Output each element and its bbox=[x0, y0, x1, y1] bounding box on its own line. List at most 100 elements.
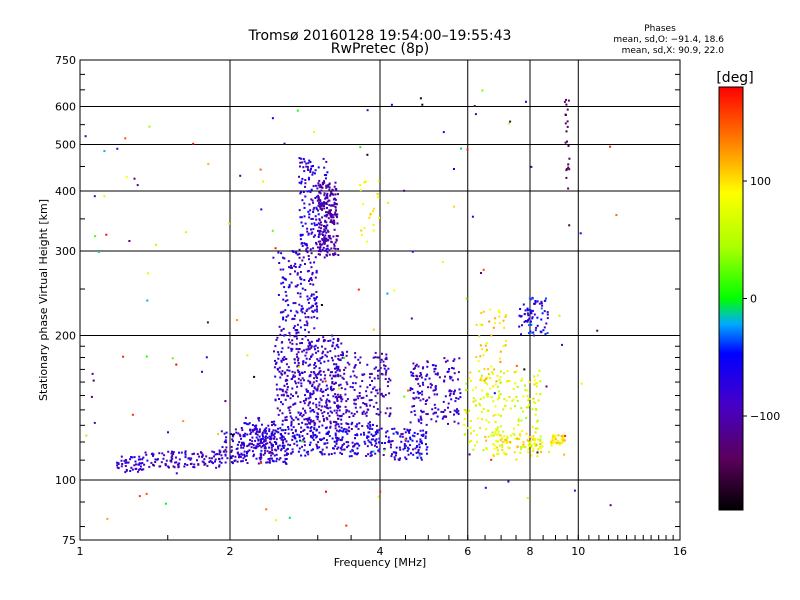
echo-point bbox=[332, 253, 334, 256]
echo-point bbox=[519, 434, 522, 437]
echo-point bbox=[465, 389, 468, 391]
echo-point bbox=[250, 431, 253, 434]
echo-point bbox=[413, 405, 415, 407]
echo-point bbox=[534, 301, 537, 304]
echo-point bbox=[449, 411, 452, 413]
echo-point bbox=[243, 435, 246, 438]
echo-point bbox=[281, 403, 284, 406]
echo-point bbox=[284, 319, 287, 322]
echo-point bbox=[302, 407, 305, 410]
echo-point bbox=[436, 373, 439, 376]
echo-point bbox=[331, 221, 334, 224]
echo-point bbox=[308, 178, 310, 181]
echo-point bbox=[516, 437, 519, 440]
echo-point bbox=[426, 373, 429, 376]
echo-point bbox=[468, 453, 471, 456]
echo-point bbox=[278, 398, 280, 400]
echo-point bbox=[316, 339, 318, 342]
echo-point bbox=[311, 273, 314, 276]
echo-point bbox=[90, 395, 93, 398]
echo-point bbox=[334, 445, 337, 448]
echo-point bbox=[315, 291, 318, 293]
echo-point bbox=[492, 453, 495, 456]
echo-point bbox=[311, 385, 314, 388]
echo-point bbox=[301, 245, 304, 247]
echo-point bbox=[287, 314, 290, 317]
echo-point bbox=[362, 402, 365, 404]
echo-point bbox=[145, 453, 148, 456]
echo-point bbox=[282, 460, 285, 463]
echo-point bbox=[310, 420, 312, 423]
echo-point bbox=[322, 418, 325, 421]
echo-point bbox=[386, 430, 389, 433]
echo-point bbox=[565, 103, 568, 106]
echo-point bbox=[288, 266, 291, 269]
echo-point bbox=[297, 331, 300, 334]
echo-point bbox=[297, 450, 300, 453]
echo-point bbox=[234, 428, 237, 431]
echo-point bbox=[281, 441, 284, 444]
echo-point bbox=[372, 210, 375, 213]
echo-point bbox=[321, 208, 324, 211]
echo-point bbox=[207, 163, 210, 166]
echo-point bbox=[412, 391, 415, 394]
echo-point bbox=[352, 382, 355, 385]
echo-point bbox=[220, 454, 223, 457]
echo-point bbox=[358, 392, 361, 394]
echo-point bbox=[375, 401, 378, 404]
echo-point bbox=[334, 382, 337, 385]
echo-point bbox=[374, 431, 377, 434]
echo-point bbox=[328, 236, 331, 239]
echo-point bbox=[563, 100, 566, 103]
echo-point bbox=[150, 461, 153, 464]
echo-point bbox=[432, 389, 435, 392]
echo-point bbox=[508, 447, 511, 450]
echo-point bbox=[425, 443, 427, 446]
echo-point bbox=[288, 516, 291, 519]
echo-point bbox=[521, 377, 524, 380]
echo-point bbox=[287, 443, 290, 446]
echo-point bbox=[385, 358, 388, 361]
echo-point bbox=[304, 222, 307, 225]
echo-point bbox=[365, 411, 368, 414]
echo-point bbox=[299, 282, 302, 285]
echo-point bbox=[178, 462, 181, 465]
echo-point bbox=[477, 360, 480, 363]
echo-point bbox=[310, 355, 312, 358]
echo-point bbox=[416, 445, 419, 447]
echo-point bbox=[337, 346, 340, 349]
echo-point bbox=[527, 403, 530, 406]
echo-point bbox=[323, 437, 325, 440]
echo-point bbox=[297, 411, 300, 414]
echo-point bbox=[485, 342, 488, 345]
echo-point bbox=[318, 203, 321, 206]
echo-point bbox=[566, 125, 569, 128]
echo-point bbox=[307, 176, 310, 179]
echo-point bbox=[313, 222, 316, 225]
echo-point bbox=[161, 452, 164, 455]
echo-point bbox=[193, 463, 196, 466]
y-tick-label: 400 bbox=[55, 185, 76, 198]
y-tick-label: 75 bbox=[62, 534, 76, 547]
echo-point bbox=[262, 437, 264, 440]
echo-point bbox=[375, 424, 378, 427]
echo-point bbox=[305, 243, 308, 245]
echo-point bbox=[471, 389, 474, 392]
echo-point bbox=[325, 248, 328, 251]
echo-point bbox=[291, 370, 294, 373]
echo-point bbox=[378, 450, 381, 453]
echo-point bbox=[479, 404, 482, 407]
echo-point bbox=[334, 367, 336, 370]
echo-point bbox=[267, 458, 270, 460]
echo-point bbox=[303, 437, 306, 440]
echo-point bbox=[296, 273, 299, 276]
echo-point bbox=[309, 435, 312, 438]
echo-point bbox=[275, 438, 278, 441]
echo-point bbox=[328, 435, 331, 437]
echo-point bbox=[335, 421, 338, 424]
echo-point bbox=[218, 449, 221, 452]
echo-point bbox=[277, 427, 280, 430]
echo-point bbox=[498, 378, 501, 381]
echo-point bbox=[387, 201, 390, 204]
echo-point bbox=[525, 406, 528, 409]
